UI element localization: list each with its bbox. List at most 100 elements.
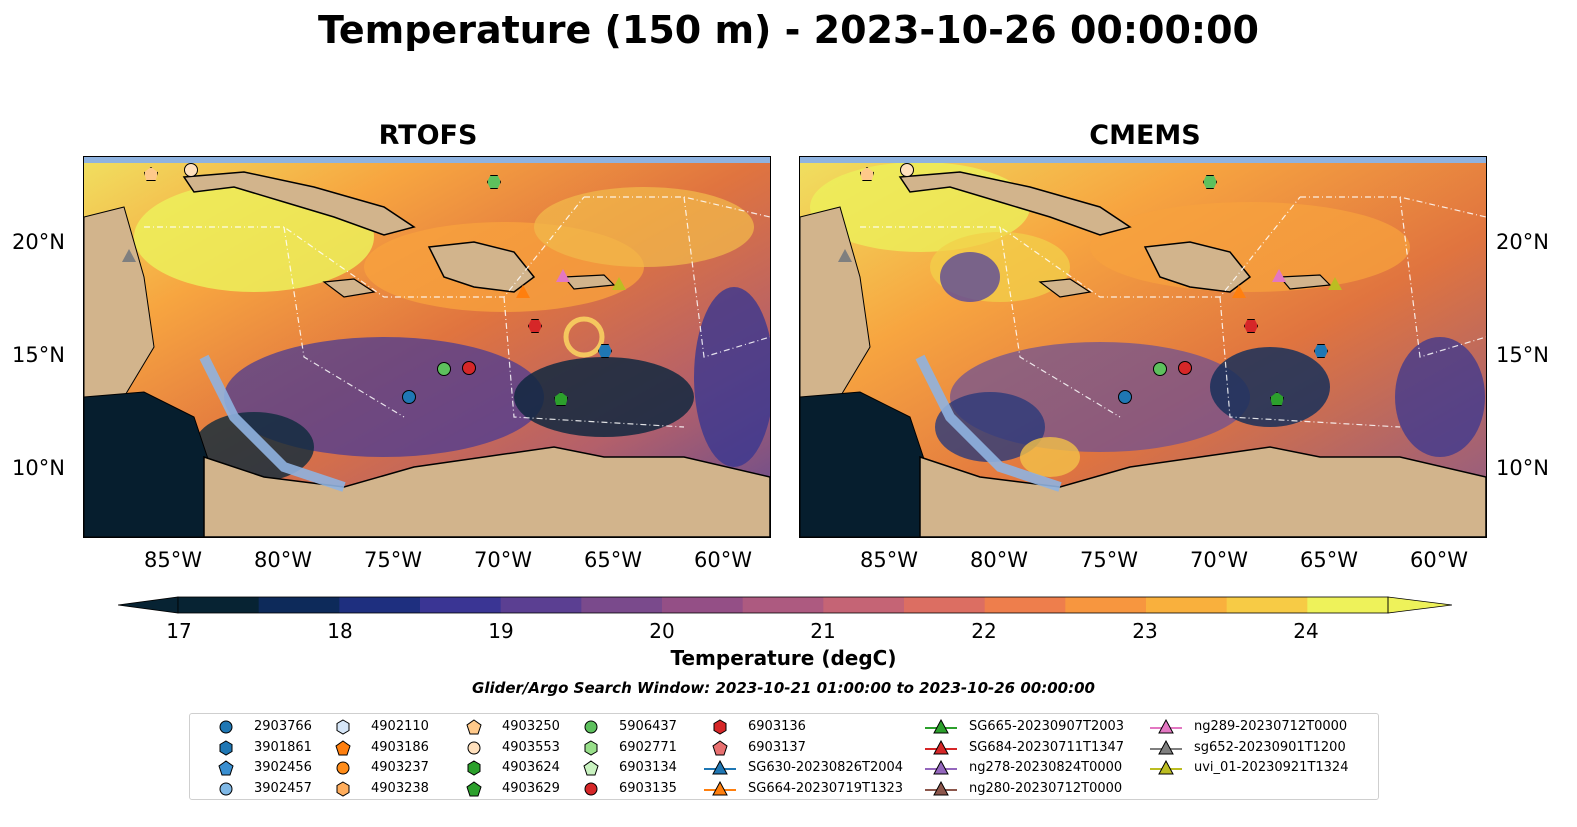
- legend-label: SG665-20230907T2003: [969, 719, 1125, 734]
- cmems-map: [799, 156, 1487, 538]
- legend-label: ng278-20230824T0000: [969, 760, 1123, 775]
- legend-label: 4903629: [502, 780, 560, 796]
- float-marker-4903250: [144, 167, 158, 181]
- float-marker-2903766: [1118, 390, 1132, 404]
- colorbar-segment: [581, 597, 663, 613]
- colorbar: [118, 596, 1452, 614]
- legend-label: ng289-20230712T0000: [1194, 719, 1348, 734]
- colorbar-segment: [1307, 597, 1389, 613]
- colorbar-segment: [500, 597, 582, 613]
- colorbar-segment: [823, 597, 905, 613]
- legend-marker-icon: [583, 760, 599, 776]
- lon-label-left-60: 60°W: [694, 548, 752, 572]
- legend-label: SG630-20230826T2004: [748, 760, 904, 775]
- legend-marker-icon: [218, 760, 234, 776]
- search-window-text: Glider/Argo Search Window: 2023-10-21 01…: [472, 679, 1095, 697]
- legend-label: SG664-20230719T1323: [748, 780, 904, 796]
- float-marker-6902771: [1203, 175, 1217, 189]
- legend-label: sg652-20230901T1200: [1194, 739, 1346, 755]
- float-marker-3901861: [598, 344, 612, 358]
- glider-marker-sg652: [122, 249, 136, 262]
- legend-marker-icon: [219, 782, 233, 795]
- legend-label: 6902771: [619, 739, 677, 755]
- lat-label-right-15: 15°N: [1496, 343, 1549, 367]
- lat-label-left-15: 15°N: [12, 343, 65, 367]
- float-marker-4903553: [900, 163, 914, 177]
- legend-marker-icon: [466, 719, 482, 735]
- float-marker-3901861: [1314, 344, 1328, 358]
- rtofs-map-title: RTOFS: [378, 120, 478, 151]
- legend-label: 2903766: [254, 719, 312, 734]
- lat-label-right-20: 20°N: [1496, 230, 1549, 254]
- lon-label-right-65: 65°W: [1300, 548, 1358, 572]
- legend-marker-icon: [1150, 739, 1182, 754]
- glider-marker-ng289: [556, 269, 570, 282]
- float-marker-6903136: [528, 319, 542, 333]
- legend: 2903766 3901861 3902456 3902457 4902110 49031…: [189, 713, 1379, 800]
- colorbar-extend-high: [1387, 596, 1452, 614]
- figure-title: Temperature (150 m) - 2023-10-26 00:00:0…: [317, 8, 1259, 52]
- legend-marker-icon: [712, 739, 728, 755]
- legend-marker-icon: [219, 720, 233, 734]
- colorbar-tick-23: 23: [1132, 619, 1158, 643]
- lon-label-right-60: 60°W: [1410, 548, 1468, 572]
- lon-label-left-85: 85°W: [144, 548, 202, 572]
- legend-marker-icon: [584, 739, 598, 756]
- legend-marker-icon: [336, 719, 350, 735]
- float-marker-5906437: [437, 362, 451, 376]
- legend-marker-icon: [466, 780, 482, 796]
- legend-label: 6903134: [619, 760, 677, 775]
- colorbar-segment: [662, 597, 744, 613]
- lon-label-right-75: 75°W: [1080, 548, 1138, 572]
- legend-marker-icon: [925, 780, 957, 795]
- lon-label-right-70: 70°W: [1190, 548, 1248, 572]
- legend-marker-icon: [713, 719, 727, 735]
- lon-label-right-85: 85°W: [860, 548, 918, 572]
- float-marker-4903629: [554, 392, 568, 406]
- colorbar-tick-21: 21: [810, 619, 836, 643]
- legend-marker-icon: [925, 719, 957, 734]
- colorbar-tick-22: 22: [971, 619, 997, 643]
- glider-marker-sg664: [1232, 285, 1246, 298]
- legend-marker-icon: [584, 782, 598, 795]
- glider-marker-uvi01: [612, 277, 626, 290]
- float-marker-5906437: [1153, 362, 1167, 376]
- legend-marker-icon: [925, 739, 957, 754]
- float-marker-6903135: [462, 361, 476, 375]
- legend-marker-icon: [335, 739, 351, 755]
- legend-marker-icon: [336, 780, 350, 797]
- colorbar-segment: [258, 597, 340, 613]
- legend-label: 4903186: [371, 739, 429, 755]
- colorbar-segment: [178, 597, 260, 613]
- lon-label-left-75: 75°W: [364, 548, 422, 572]
- float-marker-6903135: [1178, 361, 1192, 375]
- colorbar-tick-20: 20: [649, 619, 675, 643]
- glider-marker-sg664: [516, 285, 530, 298]
- legend-marker-icon: [467, 760, 481, 776]
- legend-label: 4902110: [371, 719, 429, 734]
- colorbar-segment: [984, 597, 1066, 613]
- colorbar-tick-18: 18: [327, 619, 353, 643]
- colorbar-extend-low: [118, 596, 179, 614]
- lat-label-right-10: 10°N: [1496, 456, 1549, 480]
- glider-marker-sg652: [838, 249, 852, 262]
- legend-marker-icon: [219, 739, 233, 756]
- lon-label-left-65: 65°W: [584, 548, 642, 572]
- legend-marker-icon: [925, 760, 957, 775]
- glider-marker-uvi01: [1328, 277, 1342, 290]
- legend-marker-icon: [584, 720, 598, 734]
- cmems-map-title: CMEMS: [1089, 120, 1201, 151]
- float-marker-6902771: [487, 175, 501, 189]
- legend-label: 4903553: [502, 739, 560, 755]
- colorbar-segment: [742, 597, 824, 613]
- colorbar-tick-19: 19: [488, 619, 514, 643]
- legend-label: 4903250: [502, 719, 560, 734]
- colorbar-segment: [904, 597, 986, 613]
- float-marker-4903250: [860, 167, 874, 181]
- float-marker-6903136: [1244, 319, 1258, 333]
- colorbar-segment: [420, 597, 502, 613]
- lat-label-left-10: 10°N: [12, 456, 65, 480]
- legend-label: 6903135: [619, 780, 677, 796]
- lon-label-left-80: 80°W: [254, 548, 312, 572]
- rtofs-map: [83, 156, 771, 538]
